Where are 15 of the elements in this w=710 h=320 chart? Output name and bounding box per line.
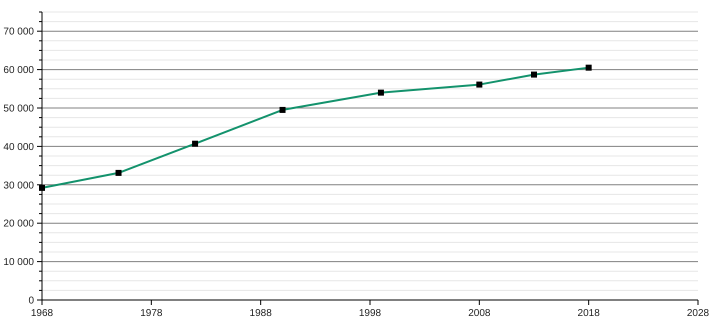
y-tick-label: 40 000 xyxy=(3,142,34,153)
y-tick-label: 20 000 xyxy=(3,218,34,230)
x-tick-label: 2028 xyxy=(686,308,710,319)
y-tick-label: 60 000 xyxy=(3,65,34,76)
y-tick-label: 70 000 xyxy=(3,26,34,38)
x-tick-label: 1968 xyxy=(30,308,54,319)
x-tick-label: 2018 xyxy=(578,308,600,319)
x-tick-label: 1998 xyxy=(358,308,382,319)
x-tick-label: 1988 xyxy=(250,308,272,319)
x-tick-label: 1978 xyxy=(140,308,163,319)
y-tick-label: 50 000 xyxy=(3,104,34,114)
y-tick-label: 30 000 xyxy=(3,180,34,192)
x-tick-label: 2008 xyxy=(468,308,491,319)
y-tick-label: 0 xyxy=(28,296,34,306)
y-tick-label: 10 000 xyxy=(3,257,34,268)
